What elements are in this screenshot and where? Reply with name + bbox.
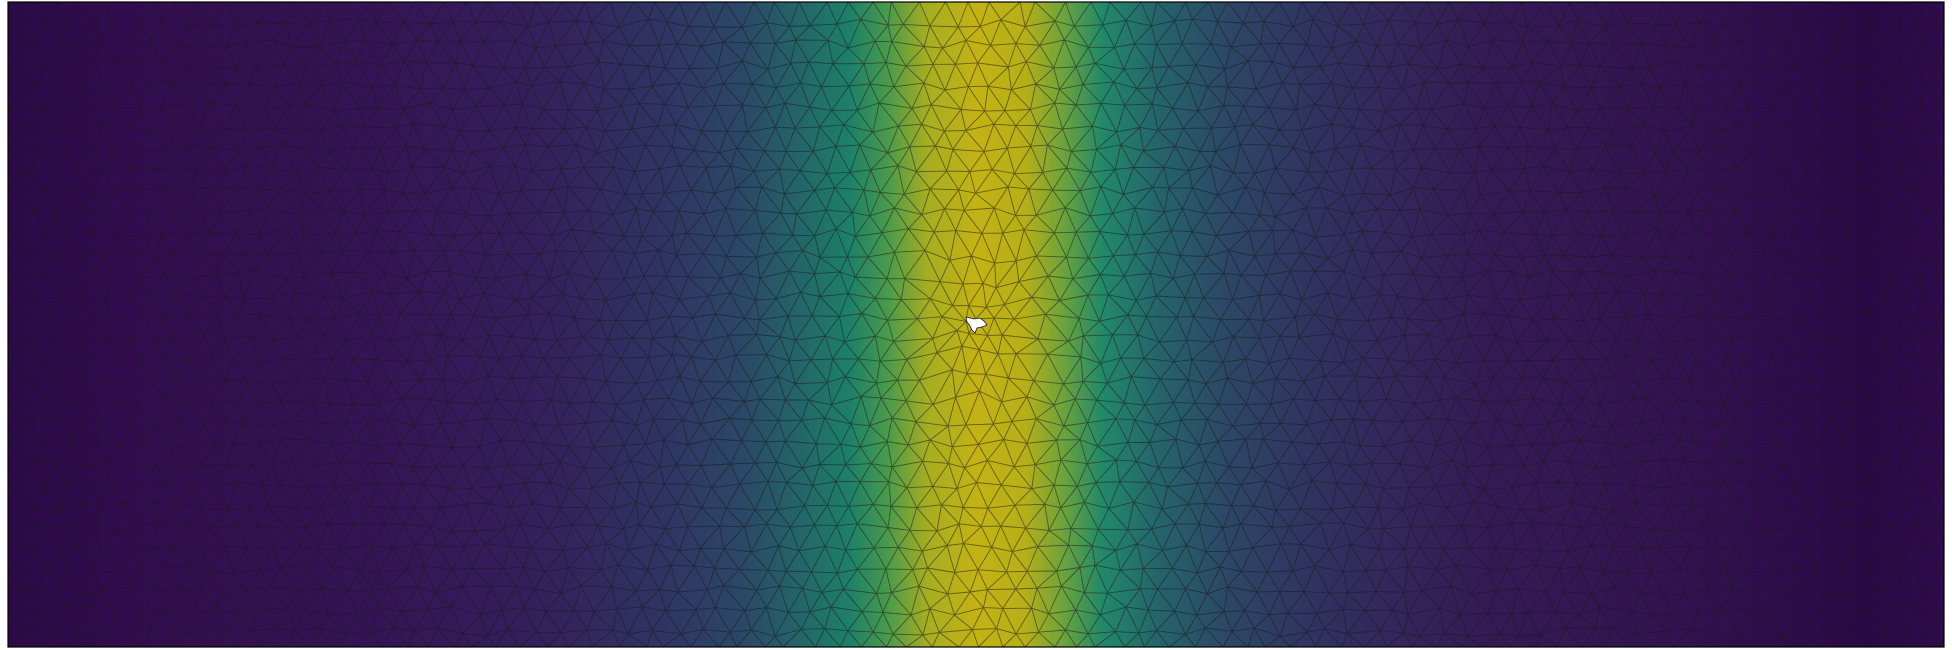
center-hole <box>965 316 988 334</box>
plot-frame <box>7 1 1945 648</box>
